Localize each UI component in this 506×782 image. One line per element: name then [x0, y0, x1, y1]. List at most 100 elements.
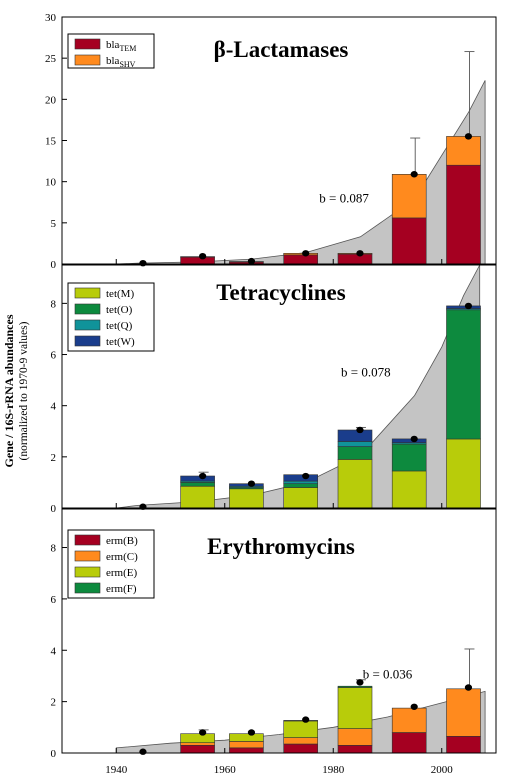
bar-segment [180, 733, 215, 744]
data-point [247, 729, 256, 736]
bar-segment [180, 482, 215, 487]
panel-2: 0 2 4 6 8 Tetracyclines b = 0.078 tet(M) tet(O) t… [51, 264, 497, 515]
plot-frame [61, 264, 497, 509]
legend-swatch [74, 582, 101, 594]
bar-segment [391, 438, 427, 443]
y-tick-label: 4 [51, 401, 57, 413]
bar-segment [180, 485, 215, 509]
bar-segment [446, 305, 481, 309]
y-tick-label: 25 [45, 53, 57, 65]
data-point [247, 480, 256, 487]
legend-label: blaSHV [106, 55, 136, 69]
y-tick-label: 0 [51, 748, 57, 760]
data-point [199, 729, 207, 736]
bar-segment [446, 735, 481, 754]
bar-segment [180, 256, 215, 265]
y-tick-label: 10 [45, 177, 57, 189]
data-point [139, 748, 147, 755]
bar-segment [391, 707, 427, 733]
legend-label: erm(B) [106, 535, 138, 547]
bar-segment [283, 720, 319, 738]
bar-segment [446, 309, 481, 440]
x-tick-label: 1940 [105, 764, 128, 776]
y-tick-label: 6 [51, 350, 57, 362]
y-tick-label: 4 [51, 645, 57, 657]
bar-segment [229, 488, 264, 509]
data-point [410, 171, 418, 178]
legend-label: tet(Q) [106, 320, 133, 332]
data-point [410, 703, 418, 710]
legend-swatch [74, 287, 101, 299]
bar-segment [283, 483, 319, 488]
bar-segment [337, 441, 373, 447]
panel-title: Erythromycins [207, 534, 355, 559]
bar-segment [229, 483, 264, 487]
bar-segment [229, 261, 264, 263]
bar-segment [283, 254, 319, 265]
bar-segment [229, 747, 264, 754]
y-tick-label: 8 [51, 298, 57, 310]
data-point [356, 679, 364, 686]
legend-swatch [74, 38, 101, 50]
bar-segment [391, 732, 427, 754]
legend-label: blaTEM [106, 39, 136, 53]
data-point [302, 716, 310, 723]
bar-segment [180, 256, 215, 258]
y-tick-label: 30 [45, 12, 57, 24]
bar-segment [180, 475, 215, 482]
legend-label: tet(M) [106, 288, 134, 300]
bar-segment [337, 685, 373, 688]
bar-segment [283, 720, 319, 722]
legend-swatch [74, 54, 101, 66]
x-tick-label: 1960 [214, 764, 237, 776]
data-point [302, 472, 310, 480]
legend-label: erm(C) [106, 551, 138, 563]
bar-segment [337, 459, 373, 509]
bar-segment [446, 136, 481, 166]
legend-label: tet(W) [106, 336, 135, 348]
bar-segment [391, 470, 427, 509]
data-point [199, 472, 207, 480]
data-point [464, 684, 473, 691]
bar-segment [337, 687, 373, 729]
legend-swatch [74, 335, 101, 347]
y-tick-label: 6 [51, 594, 57, 606]
bar-segment [283, 737, 319, 745]
x-axis: 1940 1960 1980 2000 [105, 764, 453, 776]
bar-segment [337, 253, 373, 265]
legend-swatch [74, 303, 101, 315]
x-tick-label: 2000 [431, 764, 454, 776]
legend-label: erm(F) [106, 583, 137, 595]
data-point [356, 250, 364, 257]
panel-title: Tetracyclines [216, 280, 346, 305]
bar-segment [283, 487, 319, 509]
legend-label: erm(E) [106, 567, 137, 579]
bar-segment [229, 741, 264, 749]
y-tick-label: 2 [51, 697, 57, 709]
bar-segment [180, 744, 215, 754]
y-tick-label: 8 [51, 543, 57, 555]
bar-segment [283, 743, 319, 754]
legend-swatch [74, 566, 101, 578]
legend-swatch [74, 534, 101, 546]
bar-segment [283, 253, 319, 256]
fit-annotation: b = 0.087 [319, 190, 369, 205]
bar-segment [229, 733, 264, 742]
y-tick-label: 0 [51, 503, 57, 515]
bar-segment [446, 688, 481, 737]
fit-annotation: b = 0.078 [341, 364, 391, 379]
plot-frame [61, 508, 497, 754]
y-axis-label-line1: Gene / 16S-rRNA abundances [2, 314, 16, 467]
bar-segment [391, 174, 427, 219]
y-axis-label-line2: (normalized to 1970-9 values) [18, 321, 30, 460]
legend-swatch [74, 319, 101, 331]
y-tick-label: 5 [51, 218, 57, 230]
bar-segment [337, 429, 373, 442]
bar-segment [446, 164, 481, 265]
y-tick-label: 15 [45, 136, 57, 148]
legend-label: tet(O) [106, 304, 133, 316]
data-point [464, 302, 473, 310]
bar-segment [337, 253, 373, 255]
data-point [410, 435, 418, 443]
